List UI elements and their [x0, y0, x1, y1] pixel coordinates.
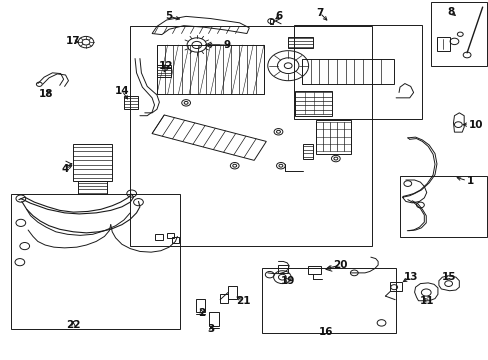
Bar [295, 91, 331, 116]
Bar [316, 120, 351, 154]
Text: 19: 19 [281, 276, 295, 286]
Text: 15: 15 [441, 272, 455, 282]
Text: 12: 12 [158, 62, 173, 71]
Text: 1: 1 [466, 176, 473, 186]
Bar [399, 176, 486, 237]
Bar [430, 2, 486, 66]
Text: 2: 2 [198, 308, 205, 318]
Text: 10: 10 [468, 120, 483, 130]
Bar [157, 45, 264, 94]
Bar [262, 267, 395, 333]
Bar [287, 37, 312, 48]
Text: 17: 17 [66, 36, 81, 46]
Text: 3: 3 [207, 324, 215, 334]
Bar [155, 234, 163, 240]
Bar [227, 287, 237, 298]
Text: 9: 9 [224, 40, 230, 50]
Bar [11, 194, 180, 329]
Bar [209, 312, 219, 326]
Text: 20: 20 [333, 260, 347, 270]
Text: 16: 16 [318, 327, 333, 337]
Text: 5: 5 [165, 12, 172, 21]
Bar [195, 298, 204, 312]
Text: 13: 13 [403, 272, 417, 282]
Text: 22: 22 [66, 320, 81, 330]
Bar [166, 233, 174, 238]
Bar [436, 37, 448, 51]
Text: 7: 7 [315, 8, 323, 18]
Bar [157, 65, 170, 77]
Bar [307, 266, 321, 274]
Bar [123, 96, 138, 109]
Bar [171, 237, 179, 243]
Text: 14: 14 [114, 86, 129, 96]
Bar [293, 24, 422, 118]
Text: 18: 18 [39, 89, 53, 99]
Bar [277, 265, 287, 273]
Bar [220, 294, 228, 303]
Text: 8: 8 [447, 7, 454, 17]
Bar [389, 282, 401, 292]
Text: 21: 21 [236, 296, 250, 306]
Text: 11: 11 [419, 296, 434, 306]
Bar [73, 144, 112, 181]
Text: 4: 4 [62, 163, 69, 174]
Bar [130, 26, 371, 246]
Bar [301, 59, 393, 84]
Text: 6: 6 [275, 12, 283, 21]
Bar [302, 144, 312, 158]
Bar [78, 181, 107, 194]
